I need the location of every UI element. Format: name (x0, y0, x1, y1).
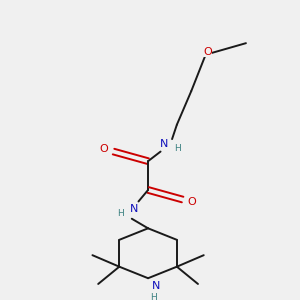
Text: O: O (188, 197, 197, 207)
Text: N: N (160, 139, 169, 149)
Text: N: N (152, 281, 160, 291)
Text: H: H (174, 144, 181, 153)
Text: O: O (100, 144, 108, 154)
Text: O: O (203, 47, 212, 57)
Text: N: N (130, 204, 138, 214)
Text: H: H (151, 293, 157, 300)
Text: H: H (117, 209, 124, 218)
